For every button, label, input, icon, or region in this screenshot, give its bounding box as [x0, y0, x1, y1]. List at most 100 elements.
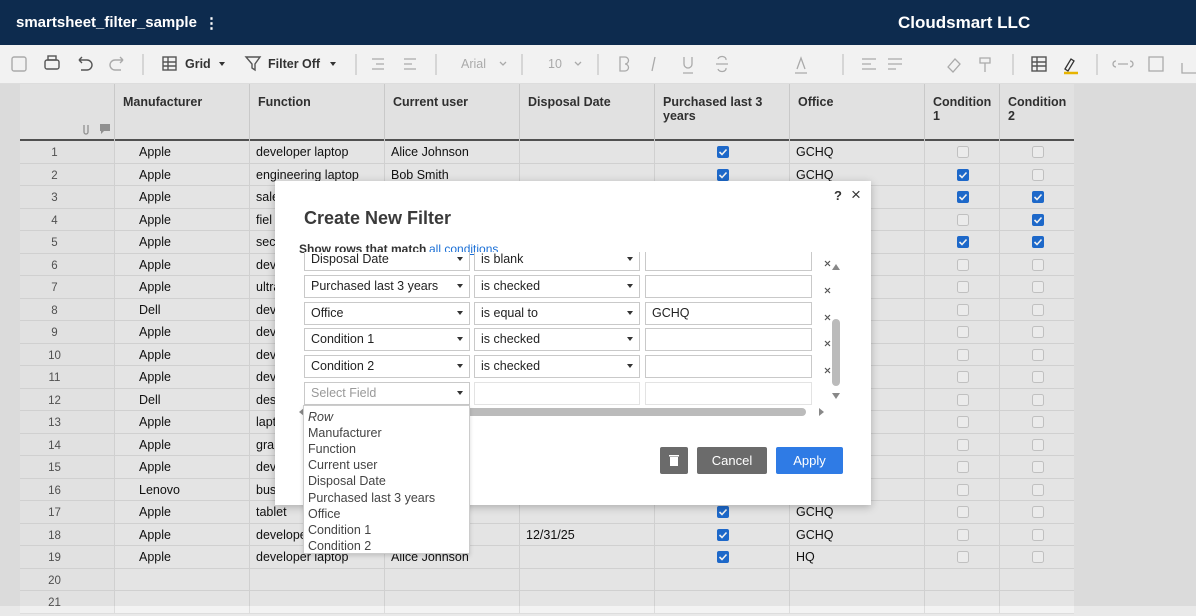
- sheet-menu[interactable]: ⋮: [204, 15, 219, 32]
- cell: [999, 231, 1074, 254]
- operator-select[interactable]: is checked: [474, 328, 640, 352]
- checkbox-unchecked[interactable]: [1031, 461, 1044, 473]
- checkbox-unchecked[interactable]: [1031, 551, 1044, 563]
- operator-select[interactable]: is checked: [474, 355, 640, 379]
- value-input[interactable]: [645, 252, 812, 271]
- size-menu[interactable]: 10: [548, 57, 562, 71]
- cell: [114, 568, 249, 591]
- checkbox-unchecked[interactable]: [1031, 506, 1044, 518]
- field-option[interactable]: Disposal Date: [308, 474, 386, 489]
- cell: [519, 501, 654, 524]
- checkbox-unchecked[interactable]: [1031, 416, 1044, 428]
- value-input[interactable]: [645, 355, 812, 379]
- checkbox-checked[interactable]: [716, 146, 729, 158]
- sheet-title[interactable]: smartsheet_filter_sample: [16, 14, 197, 31]
- column-header: Disposal Date: [519, 84, 654, 141]
- checkbox-unchecked[interactable]: [956, 326, 969, 338]
- field-option[interactable]: Row: [308, 410, 334, 424]
- checkbox-checked[interactable]: [1031, 213, 1044, 226]
- checkbox-unchecked[interactable]: [956, 348, 969, 361]
- field-select[interactable]: Condition 2: [304, 355, 470, 379]
- checkbox-checked[interactable]: [1031, 191, 1044, 203]
- field-select[interactable]: Condition 1: [304, 328, 470, 352]
- checkbox-checked[interactable]: [956, 191, 969, 203]
- help-button[interactable]: ?: [834, 188, 842, 203]
- field-select[interactable]: Office: [304, 301, 470, 325]
- cell: [999, 366, 1074, 389]
- operator-select[interactable]: is checked: [474, 274, 640, 298]
- value-input[interactable]: GCHQ: [645, 301, 812, 325]
- column-header: Office: [789, 84, 924, 141]
- row-number: 18: [20, 523, 114, 546]
- value-input[interactable]: [645, 328, 812, 352]
- checkbox-unchecked[interactable]: [1031, 303, 1044, 316]
- field-select[interactable]: Select Field: [304, 382, 470, 405]
- cell: Dell: [114, 298, 249, 321]
- row-number: 16: [20, 478, 114, 501]
- checkbox-unchecked[interactable]: [1031, 168, 1044, 181]
- checkbox-unchecked[interactable]: [956, 551, 969, 563]
- field-select[interactable]: Disposal Date: [304, 252, 470, 271]
- checkbox-unchecked[interactable]: [956, 416, 969, 428]
- checkbox-unchecked[interactable]: [1031, 528, 1044, 541]
- field-select[interactable]: Purchased last 3 years: [304, 274, 470, 298]
- checkbox-unchecked[interactable]: [956, 303, 969, 316]
- delete-button[interactable]: [660, 447, 688, 474]
- cell: [924, 366, 999, 389]
- checkbox-checked[interactable]: [716, 528, 729, 541]
- field-option[interactable]: Purchased last 3 years: [308, 490, 436, 505]
- font-menu[interactable]: Arial: [461, 57, 487, 71]
- checkbox-checked[interactable]: [956, 236, 969, 248]
- cell: [999, 298, 1074, 321]
- checkbox-unchecked[interactable]: [956, 461, 969, 473]
- operator-select[interactable]: is equal to: [474, 301, 640, 325]
- field-option[interactable]: Office: [308, 506, 341, 521]
- close-button[interactable]: ×: [851, 185, 861, 204]
- field-option[interactable]: Condition 2: [308, 538, 372, 553]
- cell: [999, 523, 1074, 546]
- checkbox-unchecked[interactable]: [956, 528, 969, 541]
- checkbox-unchecked[interactable]: [956, 213, 969, 226]
- cell: Apple: [114, 411, 249, 434]
- checkbox-unchecked[interactable]: [1031, 146, 1044, 158]
- field-option[interactable]: Function: [308, 442, 356, 457]
- checkbox-unchecked[interactable]: [1031, 258, 1044, 271]
- checkbox-unchecked[interactable]: [956, 146, 969, 158]
- checkbox-unchecked[interactable]: [1031, 438, 1044, 451]
- view-menu[interactable]: Grid: [185, 57, 211, 71]
- checkbox-unchecked[interactable]: [1031, 393, 1044, 406]
- checkbox-unchecked[interactable]: [956, 258, 969, 271]
- checkbox-unchecked[interactable]: [956, 438, 969, 451]
- checkbox-checked[interactable]: [1031, 236, 1044, 248]
- cell: [924, 163, 999, 186]
- checkbox-unchecked[interactable]: [956, 393, 969, 406]
- field-option[interactable]: Condition 1: [308, 522, 372, 537]
- remove-condition[interactable]: [824, 309, 832, 321]
- remove-condition[interactable]: [824, 335, 832, 347]
- checkbox-unchecked[interactable]: [956, 506, 969, 518]
- checkbox-checked[interactable]: [716, 551, 729, 563]
- cell: Apple: [114, 186, 249, 209]
- field-option[interactable]: Current user: [308, 458, 378, 473]
- checkbox-unchecked[interactable]: [1031, 371, 1044, 383]
- apply-button[interactable]: Apply: [776, 447, 843, 474]
- checkbox-checked[interactable]: [716, 168, 729, 181]
- checkbox-unchecked[interactable]: [1031, 326, 1044, 338]
- checkbox-unchecked[interactable]: [956, 281, 969, 293]
- remove-condition[interactable]: [824, 282, 832, 294]
- remove-condition[interactable]: [824, 362, 832, 374]
- checkbox-checked[interactable]: [956, 168, 969, 181]
- checkbox-unchecked[interactable]: [1031, 348, 1044, 361]
- filter-menu[interactable]: Filter Off: [268, 57, 321, 71]
- checkbox-checked[interactable]: [716, 506, 729, 518]
- checkbox-unchecked[interactable]: [956, 371, 969, 383]
- cancel-button[interactable]: Cancel: [697, 447, 767, 474]
- checkbox-unchecked[interactable]: [1031, 281, 1044, 293]
- remove-condition[interactable]: [824, 255, 832, 267]
- checkbox-unchecked[interactable]: [1031, 483, 1044, 496]
- value-input[interactable]: [645, 274, 812, 298]
- cell: [654, 568, 789, 591]
- field-option[interactable]: Manufacturer: [308, 426, 382, 441]
- operator-select[interactable]: is blank: [474, 252, 640, 271]
- checkbox-unchecked[interactable]: [956, 483, 969, 496]
